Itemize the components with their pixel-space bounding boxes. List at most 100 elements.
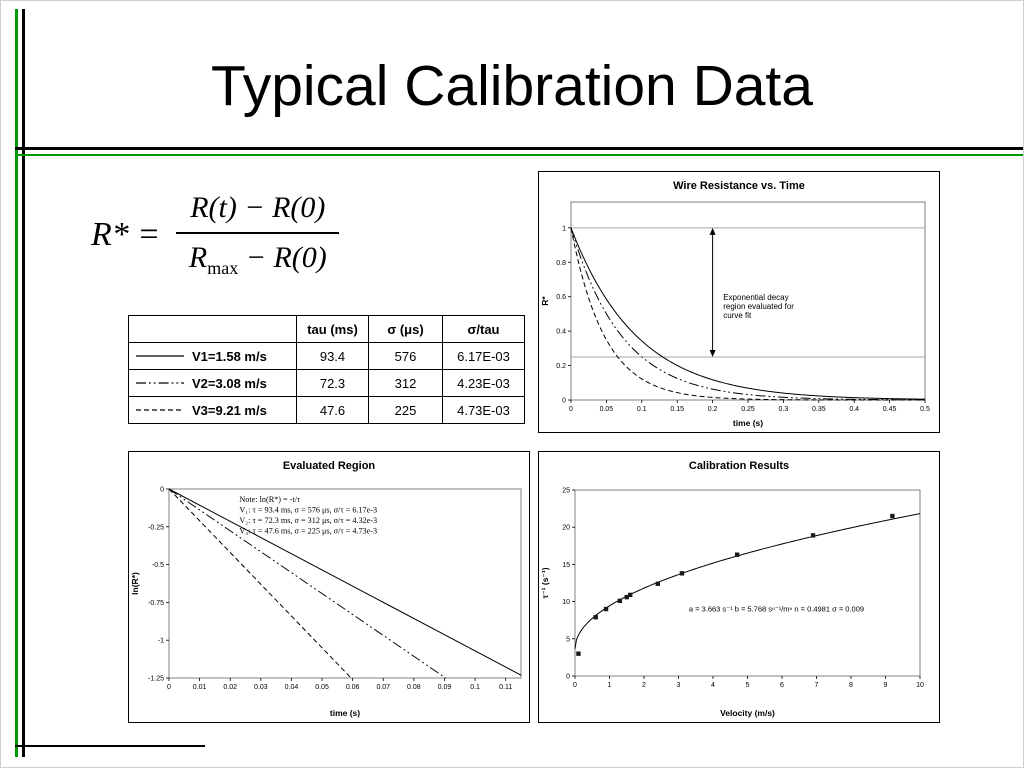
ratio-value-cell: 4.73E-03 [442,396,525,424]
svg-text:3: 3 [677,682,681,689]
svg-text:Calibration Results: Calibration Results [689,460,789,472]
svg-text:time (s): time (s) [330,708,360,718]
line-style-sample-dashed [136,409,184,411]
svg-text:7: 7 [815,682,819,689]
line-style-sample-dashdotdot [136,382,184,384]
svg-text:0.4: 0.4 [849,406,859,413]
sigma-value-cell: 225 [368,396,443,424]
calibration-results-plot: Calibration Results 0 1 2 3 4 5 6 7 8 9 10 0 5 10 15 20 2… [540,460,924,718]
svg-text:0.1: 0.1 [637,406,647,413]
calibration-table-body: V1=1.58 m/s 93.4 576 6.17E-03 V2=3.08 m/s 72.… [128,342,525,424]
svg-text:Note: ln(R*) = -t/τV₁: τ = 93.: Note: ln(R*) = -t/τ V₁: τ = 93.4 ms, σ = … [239,495,377,536]
sigma-value-cell: 576 [368,342,443,370]
svg-text:20: 20 [562,525,570,532]
svg-text:1: 1 [562,225,566,232]
column-header: tau (ms) [296,315,369,343]
svg-text:0.2: 0.2 [708,406,718,413]
svg-text:0.07: 0.07 [376,684,390,691]
svg-text:-0.75: -0.75 [148,600,164,607]
table-header-row: tau (ms) σ (μs) σ/tau [128,315,525,343]
svg-text:0.01: 0.01 [193,684,207,691]
svg-text:9: 9 [884,682,888,689]
tau-value-cell: 72.3 [296,369,369,397]
column-header: σ (μs) [368,315,443,343]
svg-text:R*: R* [540,296,550,306]
series-label: V3=9.21 m/s [192,402,267,418]
svg-text:0.05: 0.05 [600,406,614,413]
chart-wire-resistance: Wire Resistance vs. Time 0 0.05 0.1 0.15 0.2 0… [538,171,940,433]
svg-text:4: 4 [711,682,715,689]
svg-text:0.09: 0.09 [438,684,452,691]
svg-text:0.3: 0.3 [779,406,789,413]
svg-text:0.15: 0.15 [670,406,684,413]
ratio-value-cell: 4.23E-03 [442,369,525,397]
svg-text:Wire Resistance vs. Time: Wire Resistance vs. Time [673,180,805,192]
tau-value-cell: 47.6 [296,396,369,424]
svg-text:0.02: 0.02 [223,684,237,691]
svg-text:0: 0 [167,684,171,691]
svg-text:0.05: 0.05 [315,684,329,691]
left-accent-line-green [15,9,18,757]
left-accent-line-black [22,9,25,757]
table-row: V3=9.21 m/s 47.6 225 4.73E-03 [128,396,525,424]
svg-text:2: 2 [642,682,646,689]
formula-numerator: R(t) − R(0) [176,191,340,234]
table-row: V2=3.08 m/s 72.3 312 4.23E-03 [128,369,525,397]
svg-text:a = 3.663 s⁻¹ b = 5.768 sⁿ⁻¹/: a = 3.663 s⁻¹ b = 5.768 sⁿ⁻¹/mⁿ n = 0.49… [689,604,864,613]
series-label: V1=1.58 m/s [192,348,267,364]
formula-lhs: R* = [91,216,161,253]
line-style-sample-solid [136,355,184,357]
svg-text:5: 5 [566,636,570,643]
sigma-value-cell: 312 [368,369,443,397]
chart-calibration-results: Calibration Results 0 1 2 3 4 5 6 7 8 9 10 0 5 10 15 20 2… [538,451,940,723]
svg-text:-0.5: -0.5 [152,562,164,569]
column-header [128,315,297,343]
slide-title: Typical Calibration Data [211,54,813,118]
ratio-value-cell: 6.17E-03 [442,342,525,370]
svg-text:0.6: 0.6 [556,294,566,301]
svg-text:25: 25 [562,488,570,495]
svg-text:0.5: 0.5 [920,406,930,413]
svg-text:Evaluated Region: Evaluated Region [283,460,376,472]
svg-text:8: 8 [849,682,853,689]
svg-text:-0.25: -0.25 [148,524,164,531]
svg-text:0.25: 0.25 [741,406,755,413]
r-star-formula: R* = R(t) − R(0) Rmax − R(0) [91,191,340,279]
svg-text:10: 10 [562,599,570,606]
svg-text:0.06: 0.06 [346,684,360,691]
svg-text:-1.25: -1.25 [148,676,164,683]
svg-text:0: 0 [566,674,570,681]
svg-text:0.03: 0.03 [254,684,268,691]
svg-text:0.2: 0.2 [556,363,566,370]
evaluated-region-plot: Evaluated Region 0 0.01 0.02 0.03 0.04 0.05 0.0… [130,460,522,718]
svg-text:0.35: 0.35 [812,406,826,413]
svg-text:1: 1 [608,682,612,689]
svg-text:5: 5 [746,682,750,689]
tau-value-cell: 93.4 [296,342,369,370]
series-label-cell: V2=3.08 m/s [128,369,297,397]
svg-text:6: 6 [780,682,784,689]
formula-den-tail: − R(0) [238,241,327,274]
column-header: σ/tau [442,315,525,343]
svg-text:0.08: 0.08 [407,684,421,691]
svg-text:0.04: 0.04 [285,684,299,691]
title-rule-black [15,147,1023,150]
svg-text:0: 0 [573,682,577,689]
svg-text:10: 10 [916,682,924,689]
svg-text:0: 0 [569,406,573,413]
table-row: V1=1.58 m/s 93.4 576 6.17E-03 [128,342,525,370]
formula-den-subscript: max [207,258,239,278]
svg-text:0.45: 0.45 [883,406,897,413]
title-rule-green [15,154,1023,156]
svg-text:τ⁻¹ (s⁻¹): τ⁻¹ (s⁻¹) [540,567,550,598]
wire-resistance-plot: Wire Resistance vs. Time 0 0.05 0.1 0.15 0.2 0… [540,180,930,428]
calibration-table: tau (ms) σ (μs) σ/tau V1=1.58 m/s 93.4 576 6.… [128,315,525,424]
svg-text:time (s): time (s) [733,418,763,428]
series-label: V2=3.08 m/s [192,375,267,391]
series-label-cell: V3=9.21 m/s [128,396,297,424]
svg-text:0.4: 0.4 [556,329,566,336]
svg-text:-1: -1 [158,638,164,645]
svg-text:15: 15 [562,562,570,569]
